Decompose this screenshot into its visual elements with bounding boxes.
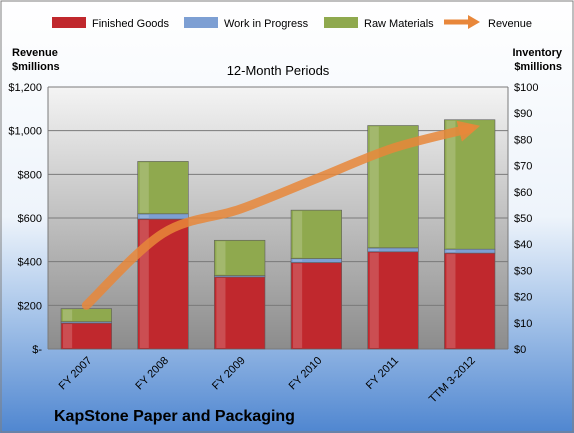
right-tick-label: $70: [514, 161, 532, 173]
bar-segment-finished-goods[interactable]: [290, 262, 342, 350]
bar-segment-finished-goods[interactable]: [367, 251, 419, 350]
left-axis-title-line2: $millions: [12, 61, 60, 73]
left-axis-title-line1: Revenue: [12, 47, 58, 59]
right-tick-label: $20: [514, 292, 532, 304]
bar-segment-raw-materials[interactable]: [214, 239, 266, 276]
legend-label-work-in-progress: Work in Progress: [224, 18, 309, 30]
right-tick-label: $100: [514, 82, 538, 94]
legend: Finished Goods Work in Progress Raw Mate…: [52, 15, 532, 30]
right-axis-ticks: $0 $10 $20 $30 $40 $50 $60 $70 $80 $90 $100: [514, 82, 538, 356]
chart-subtitle: 12-Month Periods: [227, 63, 330, 78]
legend-item-raw-materials[interactable]: Raw Materials: [324, 17, 434, 30]
bar-segment-work-in-progress[interactable]: [444, 248, 496, 254]
revenue-line: [81, 120, 481, 310]
left-tick-label: $600: [18, 213, 42, 225]
legend-item-finished-goods[interactable]: Finished Goods: [52, 17, 170, 30]
revenue-line-path[interactable]: [81, 120, 481, 310]
right-tick-label: $60: [514, 187, 532, 199]
gridlines: [47, 86, 509, 350]
legend-item-work-in-progress[interactable]: Work in Progress: [184, 17, 309, 30]
right-tick-label: $10: [514, 318, 532, 330]
right-tick-label: $40: [514, 239, 532, 251]
bar-segment-work-in-progress[interactable]: [137, 213, 189, 220]
legend-label-raw-materials: Raw Materials: [364, 18, 434, 30]
left-tick-label: $-: [32, 344, 42, 356]
bar-segment-work-in-progress[interactable]: [290, 258, 342, 263]
legend-swatch-work-in-progress: [184, 17, 218, 28]
left-tick-label: $800: [18, 169, 42, 181]
right-tick-label: $90: [514, 108, 532, 120]
right-tick-label: $30: [514, 265, 532, 277]
bar-segment-finished-goods[interactable]: [444, 252, 496, 350]
bars: [60, 119, 496, 350]
right-tick-label: $80: [514, 134, 532, 146]
legend-swatch-finished-goods: [52, 17, 86, 28]
bar-segment-raw-materials[interactable]: [444, 119, 496, 250]
left-tick-label: $1,200: [8, 82, 42, 94]
bar-segment-raw-materials[interactable]: [137, 161, 189, 215]
left-tick-label: $1,000: [8, 126, 42, 138]
right-axis-title-line2: $millions: [514, 61, 562, 73]
legend-item-revenue[interactable]: Revenue: [444, 15, 532, 30]
left-axis-ticks: $- $200 $400 $600 $800 $1,000 $1,200: [8, 82, 42, 356]
bar-segment-raw-materials[interactable]: [60, 308, 112, 323]
bar-segment-finished-goods[interactable]: [214, 276, 266, 350]
legend-arrow-icon: [468, 15, 480, 29]
legend-label-finished-goods: Finished Goods: [92, 18, 170, 30]
legend-label-revenue: Revenue: [488, 18, 532, 30]
company-name: KapStone Paper and Packaging: [54, 408, 295, 425]
right-tick-label: $50: [514, 213, 532, 225]
left-tick-label: $200: [18, 300, 42, 312]
bar-segment-work-in-progress[interactable]: [367, 247, 419, 253]
bar-segment-finished-goods[interactable]: [60, 322, 112, 350]
right-tick-label: $0: [514, 344, 526, 356]
bar-segment-finished-goods[interactable]: [137, 218, 189, 350]
legend-swatch-raw-materials: [324, 17, 358, 28]
bar-segment-raw-materials[interactable]: [290, 209, 342, 259]
right-axis-title-line1: Inventory: [512, 47, 562, 59]
left-tick-label: $400: [18, 257, 42, 269]
